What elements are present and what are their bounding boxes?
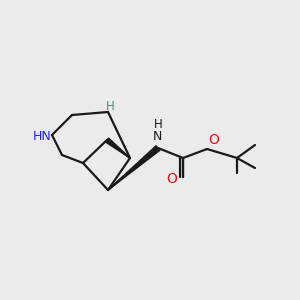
Text: N: N: [152, 130, 162, 142]
Text: H: H: [106, 100, 114, 112]
Text: HN: HN: [33, 130, 51, 142]
Text: O: O: [208, 133, 219, 147]
Text: O: O: [167, 172, 177, 186]
Polygon shape: [106, 138, 130, 158]
Polygon shape: [108, 146, 160, 190]
Text: H: H: [154, 118, 162, 130]
